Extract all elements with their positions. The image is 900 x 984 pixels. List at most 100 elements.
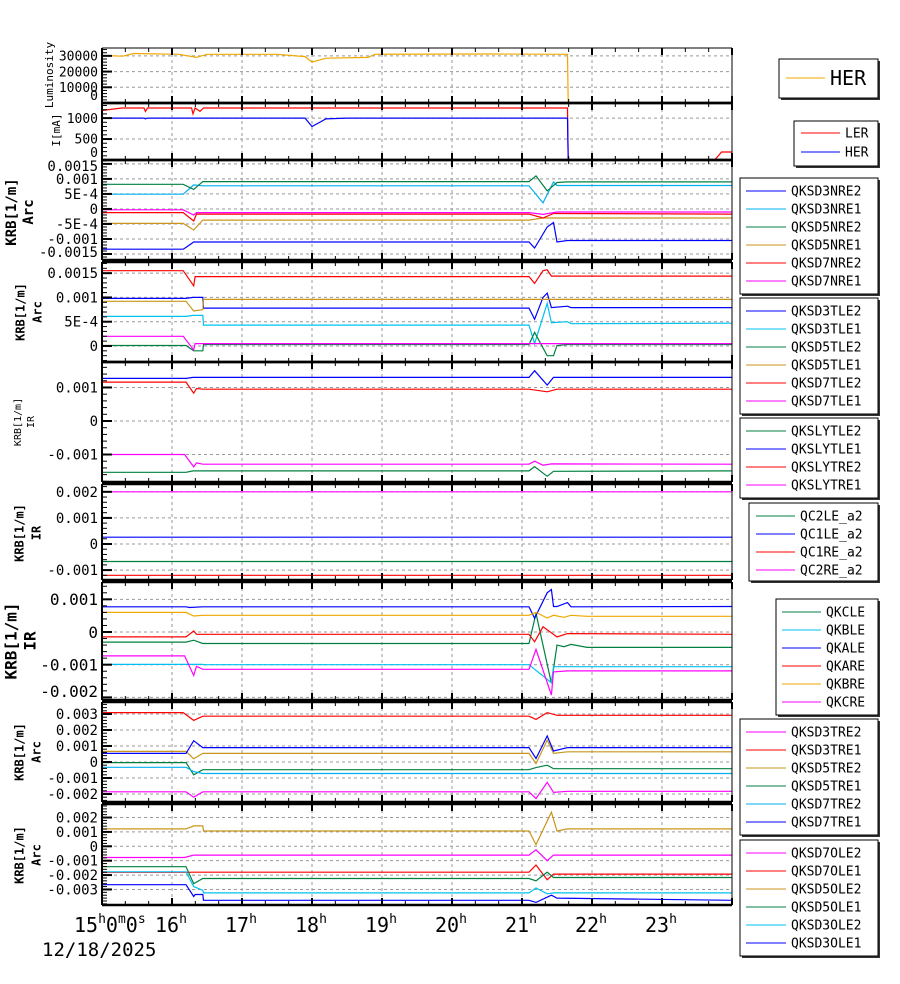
y-tick-label: 0.001	[50, 590, 98, 609]
legend-label: QKCRE	[826, 696, 865, 711]
panel-2	[102, 160, 732, 260]
x-label-part: m	[118, 912, 126, 927]
y-axis-title: IR	[21, 631, 40, 651]
x-tick-hour: 23	[645, 913, 669, 937]
legend-6: QKCLE QKBLE QKALE QKARE QKBRE QKCRE	[775, 598, 880, 717]
x-tick-suffix: h	[529, 912, 537, 927]
x-tick-hour: 22	[575, 913, 599, 937]
legend-label: QKSD7TLE1	[791, 395, 861, 410]
y-tick-label: 0	[90, 537, 98, 553]
y-axis-title: IR	[26, 415, 37, 428]
series-line-qksd7tre1	[102, 734, 732, 760]
legend-label: QKSD7OLE2	[791, 847, 861, 862]
x-tick-label: 19h	[365, 912, 397, 937]
legend-3: QKSD3TLE2 QKSD3TLE1 QKSD5TLE2 QKSD5TLE1 QKSD…	[739, 297, 880, 416]
legend-box	[739, 718, 879, 836]
y-tick-label: 0.001	[56, 381, 98, 397]
series-line-her	[101, 52, 732, 104]
x-tick-label: 23h	[645, 912, 677, 937]
series-line-qkale	[102, 588, 733, 620]
series-layer	[101, 52, 733, 904]
legend-label: QC1RE_a2	[800, 546, 863, 561]
legend-label: QKSD3TLE2	[791, 305, 861, 320]
series-line-qksd3ole2	[102, 871, 732, 895]
y-tick-label: 0	[88, 623, 98, 642]
legend-label: QC2RE_a2	[800, 564, 863, 579]
legend-label: QKSD7TRE1	[791, 816, 861, 831]
x-tick-hour: 19	[365, 913, 389, 937]
legend-4: QKSLYTLE2 QKSLYTLE1 QKSLYTRE2 QKSLYTRE1	[739, 417, 880, 500]
legend-label: QKSD3OLE2	[791, 919, 861, 934]
y-axis-title: Arc	[30, 741, 44, 763]
x-label-part: 0	[126, 913, 138, 937]
series-line-qksd5tle2	[102, 331, 732, 357]
x-tick-suffix: h	[319, 912, 327, 927]
y-axis-title: KRB[1/m]	[2, 602, 21, 679]
x-tick-suffix: h	[249, 912, 257, 927]
y-tick-label: 30000	[59, 50, 98, 65]
legend-label: QKSD3TRE2	[791, 726, 861, 741]
legend-label: QKCLE	[826, 606, 865, 621]
legend-label: HER	[830, 66, 867, 90]
legend-layer: HERLERHERQKSD3NRE2QKSD3NRE1QKSD5NRE2QKSD…	[739, 58, 880, 958]
y-tick-label: 0.001	[56, 291, 98, 307]
series-line-qksd7tle2	[102, 269, 732, 288]
y-tick-label: -0.001	[47, 771, 98, 787]
y-axis-title: Luminosity	[43, 42, 56, 109]
series-line-qksd7tre2	[102, 766, 732, 775]
y-tick-label: 0.002	[56, 811, 98, 827]
x-axis: 15h0m0s 16h 17h 18h 19h 20h 21h 22h 23h12/18/202…	[42, 912, 677, 961]
x-tick-label: 22h	[575, 912, 607, 937]
series-line-qksd5nre2	[102, 175, 732, 192]
panel-6	[102, 582, 732, 700]
x-label-part: 15	[74, 913, 98, 937]
legend-label: QKSD7NRE2	[791, 257, 861, 272]
axis-layer: 3000020000100000Luminosity10005000I[mA]0…	[2, 42, 733, 907]
x-tick-label-start: 15h0m0s	[74, 912, 146, 937]
x-tick-label: 20h	[435, 912, 467, 937]
legend-label: QKSD5NRE1	[791, 239, 861, 254]
panel-4	[102, 362, 732, 482]
series-line-qkslytle1	[102, 369, 732, 387]
y-tick-label: 0	[90, 89, 98, 104]
legend-label: QKALE	[826, 642, 865, 657]
legend-label: QKSD5TLE1	[791, 359, 861, 374]
series-line-qksd7ole1	[102, 864, 732, 881]
y-axis-title: KRB[1/m]	[14, 283, 28, 341]
series-line-qkslytre2	[102, 381, 732, 395]
series-line-qksd3nre1	[102, 180, 732, 204]
legend-label: LER	[845, 127, 869, 142]
y-axis-title: I[mA]	[50, 113, 63, 146]
y-tick-label: -0.001	[40, 656, 98, 675]
series-line-qkare	[102, 625, 733, 643]
legend-label: QKSD3TLE1	[791, 323, 861, 338]
series-line-qksd3ole1	[102, 884, 733, 904]
series-line-qksd3tre2	[102, 781, 732, 800]
y-tick-label: -0.002	[47, 868, 98, 884]
y-tick-label: 0.0015	[47, 266, 98, 282]
legend-label: QKSD3OLE1	[791, 937, 861, 952]
y-tick-label: -0.002	[47, 787, 98, 803]
legend-label: QKSLYTRE1	[791, 479, 861, 494]
grid-layer	[102, 48, 732, 905]
y-tick-label: 5E-4	[64, 315, 98, 331]
y-tick-label: -0.001	[47, 854, 98, 870]
y-axis-title: KRB[1/m]	[13, 723, 27, 781]
x-tick-suffix: h	[389, 912, 397, 927]
legend-2: QKSD3NRE2 QKSD3NRE1 QKSD5NRE2 QKSD5NRE1 QKSD…	[739, 177, 880, 296]
series-line-qkble	[102, 663, 732, 684]
legend-label: QKSD7OLE1	[791, 865, 861, 880]
y-axis-title: Arc	[31, 301, 45, 323]
x-tick-suffix: h	[179, 912, 187, 927]
series-line-her	[102, 117, 732, 161]
x-tick-label: 18h	[295, 912, 327, 937]
legend-8: QKSD7OLE2 QKSD7OLE1 QKSD5OLE2 QKSD5OLE1 QKSD…	[739, 839, 880, 958]
series-line-qksd7ole2	[102, 849, 732, 862]
x-tick-suffix: h	[669, 912, 677, 927]
y-tick-label: 5E-4	[64, 187, 98, 203]
y-axis-title: KRB[1/m]	[4, 178, 20, 245]
legend-label: QKSD5OLE1	[791, 901, 861, 916]
x-label-part: 0	[106, 913, 118, 937]
y-tick-label: 0.003	[56, 707, 98, 723]
legend-7: QKSD3TRE2 QKSD3TRE1 QKSD5TRE2 QKSD5TRE1 QKSD…	[739, 718, 880, 837]
